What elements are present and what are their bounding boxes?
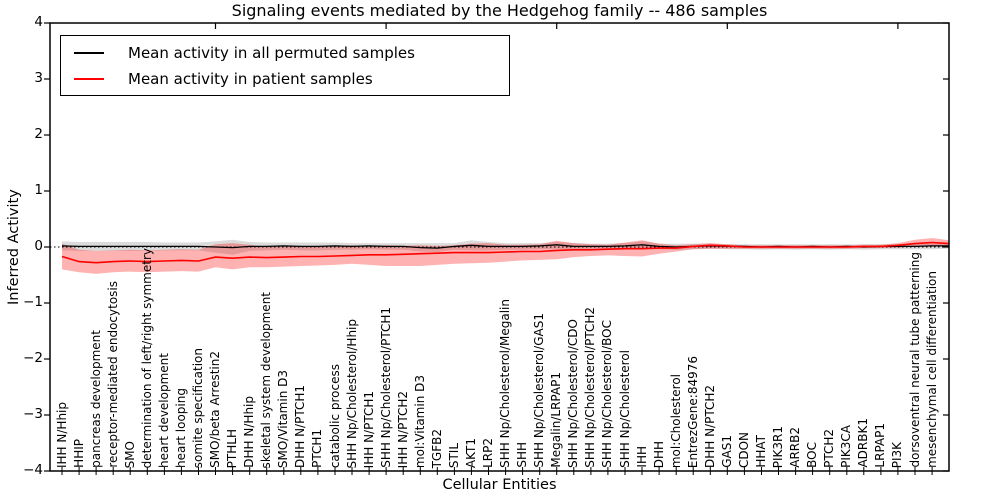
x-tick-label: SHH Np/Cholesterol <box>617 350 632 468</box>
confidence-band-permuted <box>62 239 949 255</box>
x-tick-label: mol:Vitamin D3 <box>412 374 427 468</box>
y-tick-label: 3 <box>34 70 43 86</box>
x-tick-label: TGFB2 <box>429 428 444 468</box>
legend-item-permuted: Mean activity in all permuted samples <box>61 40 509 66</box>
x-tick-label: SHH Np/Cholesterol/Hhip <box>344 318 359 468</box>
y-tick-label: −1 <box>23 294 43 310</box>
y-tick-label: 4 <box>34 14 43 30</box>
y-axis-label: Inferred Activity <box>6 189 22 305</box>
x-tick-label: PTCH2 <box>822 429 837 468</box>
x-tick-label: HHIP <box>71 439 86 468</box>
x-tick-label: PTCH1 <box>310 429 325 468</box>
x-tick-label: HHAT <box>754 435 768 468</box>
chart-title: Signaling events mediated by the Hedgeho… <box>231 1 768 20</box>
y-tick-label: 2 <box>34 126 43 142</box>
y-tick-label: −4 <box>23 462 43 478</box>
x-tick-label: receptor-mediated endocytosis <box>105 281 120 468</box>
x-tick-label: EntrezGene:84976 <box>685 355 700 468</box>
x-tick-label: heart looping <box>173 388 188 468</box>
x-tick-label: LRP2 <box>481 438 495 468</box>
x-axis-label: Cellular Entities <box>442 477 557 493</box>
x-tick-label: AKT1 <box>463 437 478 468</box>
x-tick-label: IHH N/Hhip <box>54 402 69 468</box>
x-tick-label: STIL <box>446 442 461 468</box>
y-tick-label: −3 <box>23 406 43 422</box>
x-tick-label: SHH Np/Cholesterol/CDO <box>566 319 581 468</box>
x-tick-label: SHH Np/Cholesterol/BOC <box>600 320 615 468</box>
x-tick-label: SMO <box>122 440 137 468</box>
legend-label-permuted: Mean activity in all permuted samples <box>128 44 415 62</box>
x-tick-label: skeletal system development <box>259 291 274 468</box>
x-tick-label: dorsoventral neural tube patterning <box>907 252 922 468</box>
legend-line-permuted-icon <box>74 52 104 54</box>
x-tick-label: SMO/Vitamin D3 <box>276 369 291 468</box>
x-tick-label: ADRBK1 <box>856 418 871 468</box>
legend-label-patient: Mean activity in patient samples <box>128 70 373 88</box>
x-tick-label: catabolic process <box>327 363 342 468</box>
x-tick-label: SHH Np/Cholesterol/PTCH2 <box>583 307 598 468</box>
y-tick-label: 1 <box>34 182 43 198</box>
x-tick-label: SHH Np/Cholesterol/GAS1 <box>532 313 547 468</box>
x-tick-label: heart development <box>156 353 171 468</box>
legend: Mean activity in all permuted samples Me… <box>60 35 510 96</box>
x-tick-label: somite specification <box>191 347 205 468</box>
x-tick-label: IHH N/PTCH2 <box>395 390 410 468</box>
legend-item-patient: Mean activity in patient samples <box>61 66 509 92</box>
x-tick-label: DHH N/PTCH1 <box>293 384 308 468</box>
x-tick-label: pancreas development <box>88 330 103 468</box>
x-tick-label: DHH <box>651 440 666 468</box>
x-tick-label: PIK3CA <box>839 425 854 468</box>
x-tick-label: PTHLH <box>225 428 240 468</box>
x-tick-label: ARRB2 <box>788 427 803 468</box>
x-tick-label: LRPAP1 <box>873 423 888 468</box>
x-tick-label: SHH <box>515 442 530 468</box>
x-tick-label: DHH N/Hhip <box>242 396 257 468</box>
x-tick-label: Megalin/LRPAP1 <box>549 372 564 468</box>
x-tick-label: PIK3R1 <box>771 425 785 468</box>
x-tick-label: mol:Cholesterol <box>668 373 683 468</box>
x-tick-label: DHH N/PTCH2 <box>702 384 717 468</box>
mean-line-patient <box>61 241 950 264</box>
y-tick-label: −2 <box>23 350 43 366</box>
x-tick-label: determination of left/right symmetry <box>139 247 154 468</box>
x-tick-label: SMO/beta Arrestin2 <box>208 351 222 468</box>
x-tick-label: BOC <box>805 442 820 468</box>
x-tick-label: GAS1 <box>719 435 734 468</box>
x-tick-label: SHH Np/Cholesterol/PTCH1 <box>378 307 393 468</box>
x-tick-label: IHH N/PTCH1 <box>361 390 376 468</box>
x-tick-label: CDON <box>736 431 751 468</box>
x-tick-label: SHH Np/Cholesterol/Megalin <box>498 299 513 468</box>
legend-line-patient-icon <box>74 78 104 80</box>
y-tick-label: 0 <box>34 238 43 254</box>
x-tick-label: IHH <box>634 446 649 468</box>
x-tick-label: PI3K <box>890 441 905 468</box>
x-tick-label: mesenchymal cell differentiation <box>924 271 939 468</box>
